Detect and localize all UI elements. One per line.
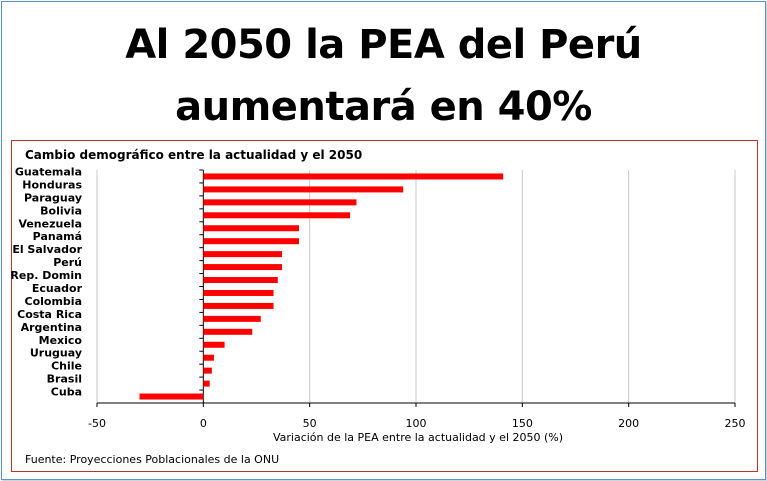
bar-paraguay (203, 199, 357, 206)
category-label: Mexico (39, 334, 83, 347)
category-label: Colombia (25, 295, 83, 308)
category-label: Bolivia (40, 204, 82, 217)
bar-venezuela (203, 225, 300, 232)
bar-el-salvador (203, 251, 283, 258)
category-label: El Salvador (12, 243, 82, 256)
bar-guatemala (203, 173, 504, 180)
bar-uruguay (203, 354, 214, 361)
bar-chile (203, 367, 212, 374)
slide-title: Al 2050 la PEA del Perú aumentará en 40% (0, 14, 767, 138)
category-label: Paraguay (24, 191, 82, 204)
category-label: Costa Rica (17, 308, 82, 321)
chart-source: Fuente: Proyecciones Poblacionales de la… (25, 453, 280, 466)
category-label: Ecuador (32, 282, 83, 295)
category-label: Chile (51, 360, 82, 373)
bar-colombia (203, 302, 274, 309)
bar-mexico (203, 341, 225, 348)
chart-title: Cambio demográfico entre la actualidad y… (25, 148, 363, 162)
category-label: Perú (53, 256, 82, 269)
category-label: Panamá (33, 230, 82, 243)
bar-brasil (203, 380, 210, 387)
category-label: Rep. Domin (10, 269, 82, 282)
category-label: Cuba (51, 386, 82, 399)
category-label: Uruguay (30, 347, 82, 360)
x-tick-label: 150 (512, 417, 533, 430)
title-line-1: Al 2050 la PEA del Perú (125, 22, 642, 68)
bar-cuba (139, 393, 204, 400)
x-tick-label: -50 (88, 417, 106, 430)
x-tick-label: 50 (303, 417, 317, 430)
title-line-2: aumentará en 40% (175, 84, 592, 130)
category-label: Brasil (47, 373, 82, 386)
x-tick-label: 250 (725, 417, 746, 430)
bar-argentina (203, 328, 253, 335)
category-label: Honduras (22, 178, 82, 191)
bar-per- (203, 264, 283, 271)
x-tick-label: 0 (200, 417, 207, 430)
chart-container (11, 140, 758, 472)
category-label: Venezuela (18, 217, 82, 230)
x-tick-label: 100 (406, 417, 427, 430)
category-label: Argentina (21, 321, 82, 334)
x-axis-label: Variación de la PEA entre la actualidad … (273, 431, 563, 444)
bar-bolivia (203, 212, 351, 219)
bar-ecuador (203, 289, 274, 296)
bar-honduras (203, 186, 404, 193)
bar-costa-rica (203, 315, 261, 322)
x-tick-label: 200 (618, 417, 639, 430)
bar-rep-domin (203, 277, 278, 284)
bar-panam- (203, 238, 300, 245)
category-label: Guatemala (15, 165, 82, 178)
